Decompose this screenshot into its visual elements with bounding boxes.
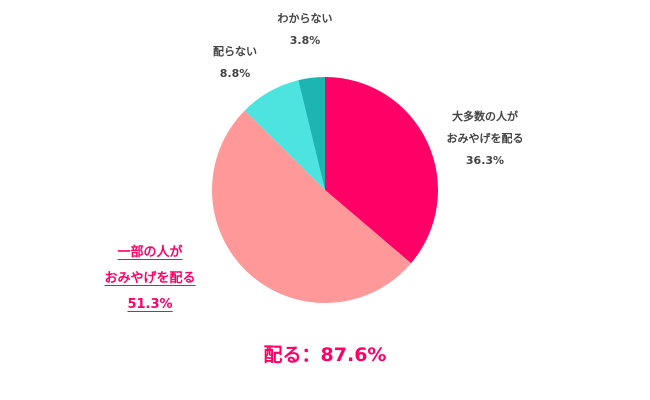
pie-slice (298, 77, 325, 190)
total-annotation: 配る：87.6% (263, 344, 387, 366)
pie-slice (211, 110, 412, 304)
label-some-line1: 一部の人が (117, 245, 183, 260)
label-majority-value: 36.3% (465, 154, 505, 167)
label-no: 配らない 8.8% (205, 41, 265, 85)
label-no-text: 配らない (213, 45, 257, 58)
pie-slice (244, 80, 325, 190)
label-unknown-value: 3.8% (289, 34, 321, 47)
label-majority: 大多数の人が おみやげを配る 36.3% (430, 106, 540, 172)
label-majority-line2: おみやげを配る (446, 132, 524, 145)
label-some-value: 51.3% (127, 297, 173, 312)
label-some-line2: おみやげを配る (104, 271, 196, 286)
label-majority-line1: 大多数の人が (452, 110, 518, 123)
label-unknown-text: わからない (277, 12, 333, 25)
label-no-value: 8.8% (219, 67, 251, 80)
label-some: 一部の人が おみやげを配る 51.3% (85, 240, 215, 318)
pie-slice (325, 77, 438, 264)
label-unknown: わからない 3.8% (275, 8, 335, 52)
